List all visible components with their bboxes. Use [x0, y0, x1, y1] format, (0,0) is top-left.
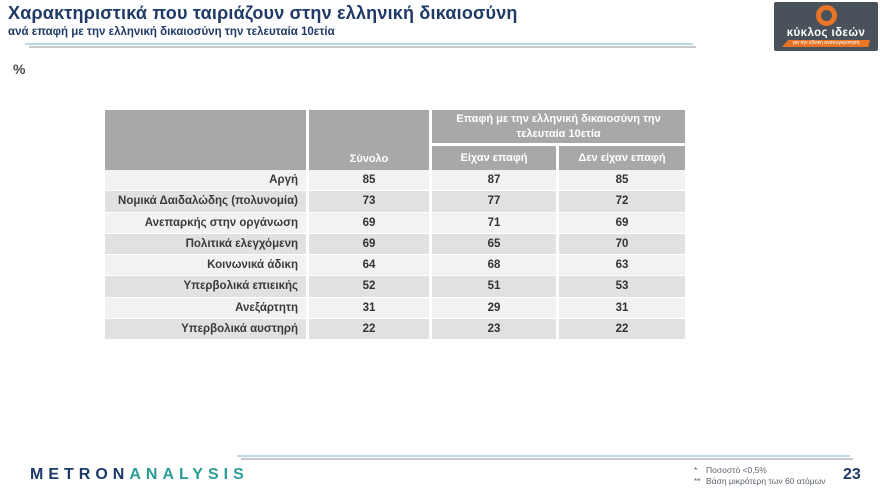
table-row: Κοινωνικά άδικη 64 68 63: [105, 255, 685, 276]
logo-name: κύκλος ιδεών: [786, 27, 866, 39]
footnote-text: Ποσοστό <0,5%: [706, 465, 767, 475]
header-contact-cell: Είχαν επαφή: [432, 146, 556, 170]
no-contact-value: 69: [559, 212, 685, 233]
title-underline: [25, 43, 693, 45]
results-table: Σύνολο Επαφή με την ελληνική δικαιοσύνη …: [105, 110, 685, 340]
header-no-contact-cell: Δεν είχαν επαφή: [559, 146, 685, 170]
row-label: Υπερβολικά επιεικής: [105, 276, 306, 297]
metron-analysis-logo: METRONANALYSIS: [30, 466, 249, 484]
row-label: Αργή: [105, 170, 306, 191]
table-row: Αργή 85 87 85: [105, 170, 685, 191]
table-row: Υπερβολικά επιεικής 52 51 53: [105, 276, 685, 297]
total-value: 22: [309, 318, 429, 339]
footnote-text: Βάση μικρότερη των 60 ατόμων: [706, 476, 826, 487]
total-value: 64: [309, 255, 429, 276]
row-label: Πολιτικά ελεγχόμενη: [105, 233, 306, 254]
row-label: Ανεπαρκής στην οργάνωση: [105, 212, 306, 233]
total-value: 85: [309, 170, 429, 191]
footnote-marker: **: [694, 476, 701, 487]
page-title: Χαρακτηριστικά που ταιριάζουν στην ελλην…: [8, 3, 518, 23]
logo-banner: για την εθνική ανασυγκρότηση: [782, 40, 870, 47]
table-row: Ανεξάρτητη 31 29 31: [105, 297, 685, 318]
row-label: Ανεξάρτητη: [105, 297, 306, 318]
metron-logo-part2: ANALYSIS: [129, 466, 249, 483]
page-subtitle: ανά επαφή με την ελληνική δικαιοσύνη την…: [8, 26, 335, 38]
contact-value: 65: [432, 233, 556, 254]
unit-label: %: [13, 61, 26, 77]
no-contact-value: 53: [559, 276, 685, 297]
title-underline-shadow: [29, 46, 696, 48]
contact-value: 77: [432, 191, 556, 212]
footnote-marker: *: [694, 465, 698, 475]
row-label: Νομικά Δαιδαλώδης (πολυνομία): [105, 191, 306, 212]
no-contact-value: 22: [559, 318, 685, 339]
contact-value: 51: [432, 276, 556, 297]
total-value: 69: [309, 212, 429, 233]
metron-logo-part1: METRON: [30, 466, 130, 483]
header-blank-cell: [105, 110, 306, 170]
footer-line-shadow: [241, 458, 853, 460]
table-header: Σύνολο Επαφή με την ελληνική δικαιοσύνη …: [105, 110, 685, 170]
logo-tagline: για την εθνική ανασυγκρότηση: [792, 40, 860, 46]
row-label: Κοινωνικά άδικη: [105, 255, 306, 276]
contact-value: 23: [432, 318, 556, 339]
footnote: * Ποσοστό <0,5%: [694, 465, 826, 476]
orange-ring-icon: [815, 5, 837, 26]
table-row: Πολιτικά ελεγχόμενη 69 65 70: [105, 233, 685, 254]
contact-value: 87: [432, 170, 556, 191]
total-value: 31: [309, 297, 429, 318]
total-value: 69: [309, 233, 429, 254]
contact-value: 71: [432, 212, 556, 233]
footer-line: [237, 455, 850, 457]
contact-value: 68: [432, 255, 556, 276]
no-contact-value: 31: [559, 297, 685, 318]
footnote: ** Βάση μικρότερη των 60 ατόμων: [694, 476, 826, 487]
table-row: Νομικά Δαιδαλώδης (πολυνομία) 73 77 72: [105, 191, 685, 212]
table-row: Ανεπαρκής στην οργάνωση 69 71 69: [105, 212, 685, 233]
table-body: Αργή 85 87 85 Νομικά Δαιδαλώδης (πολυνομία) 7…: [105, 170, 685, 339]
table-row: Υπερβολικά αυστηρή 22 23 22: [105, 318, 685, 339]
header-total-cell: Σύνολο: [309, 110, 429, 170]
no-contact-value: 72: [559, 191, 685, 212]
no-contact-value: 70: [559, 233, 685, 254]
no-contact-value: 63: [559, 255, 685, 276]
page-number: 23: [843, 466, 861, 483]
no-contact-value: 85: [559, 170, 685, 191]
total-value: 52: [309, 276, 429, 297]
footnotes: * Ποσοστό <0,5% ** Βάση μικρότερη των 60 ατ…: [694, 465, 826, 488]
contact-value: 29: [432, 297, 556, 318]
kyklos-ideon-logo: κύκλος ιδεών για την εθνική ανασυγκρότησ…: [774, 2, 878, 51]
total-value: 73: [309, 191, 429, 212]
header-group-cell: Επαφή με την ελληνική δικαιοσύνη την τελ…: [432, 110, 685, 146]
row-label: Υπερβολικά αυστηρή: [105, 318, 306, 339]
